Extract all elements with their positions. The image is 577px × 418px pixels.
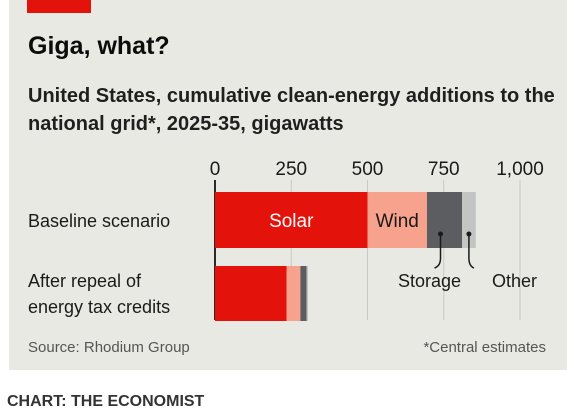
storage-leader-dot [438, 231, 444, 237]
x-tick-label-1000: 1,000 [496, 159, 544, 180]
other-leader-dot [466, 231, 472, 237]
bar-other-row-1 [462, 192, 476, 248]
bar-wind-row-2 [286, 266, 301, 321]
footnote: *Central estimates [423, 339, 546, 356]
segment-label-solar: Solar [269, 211, 314, 232]
bar-storage-row-2 [300, 266, 307, 321]
x-tick-label-500: 500 [352, 159, 384, 180]
annotation-other: Other [492, 271, 537, 291]
x-tick-label-0: 0 [210, 159, 221, 180]
storage-leader-line [434, 234, 442, 269]
x-axis-ticks: 0 250 500 750 1,000 [210, 159, 544, 180]
chart-subtitle: United States, cumulative clean-energy a… [28, 85, 555, 135]
bar-storage-row-1 [426, 192, 463, 248]
bar-solar-row-2 [215, 266, 287, 321]
category-labels: Baseline scenario After repeal of energy t… [28, 211, 170, 317]
bar-other-row-2 [306, 266, 309, 321]
category-label-2-line-1: After repeal of [28, 271, 142, 291]
chart-title: Giga, what? [28, 32, 170, 60]
category-label-1-line-1: Baseline scenario [28, 211, 170, 231]
chart-credit: CHART: THE ECONOMIST [7, 393, 205, 410]
x-tick-label-250: 250 [275, 159, 307, 180]
brand-red-tag [27, 0, 91, 13]
other-leader-line [468, 234, 475, 269]
bar-solar-row-1 [215, 192, 368, 248]
bars [215, 192, 476, 321]
annotation-storage: Storage [398, 271, 461, 291]
segment-label-wind: Wind [376, 211, 419, 232]
x-tick-label-750: 750 [428, 159, 460, 180]
category-label-2-line-2: energy tax credits [28, 297, 170, 317]
bar-wind-row-1 [367, 192, 427, 248]
source-note: Source: Rhodium Group [28, 339, 190, 356]
annotations: Solar Wind Storage Other [269, 211, 537, 291]
